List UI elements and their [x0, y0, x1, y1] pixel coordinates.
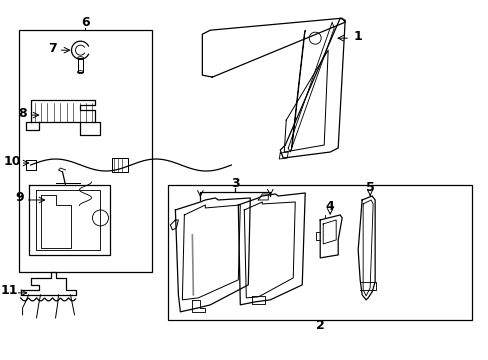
Bar: [112, 158, 128, 172]
Bar: [168, 185, 471, 320]
Text: 10: 10: [4, 154, 21, 167]
Text: 5: 5: [365, 181, 374, 194]
Bar: [25, 160, 36, 170]
Text: 9: 9: [15, 192, 24, 204]
Text: 1: 1: [353, 30, 362, 43]
Text: 7: 7: [48, 42, 57, 55]
Text: 8: 8: [18, 107, 27, 120]
Text: 2: 2: [315, 319, 324, 332]
Bar: [77, 58, 83, 72]
Text: 3: 3: [230, 177, 239, 190]
Text: 11: 11: [1, 284, 18, 297]
Text: 6: 6: [81, 16, 90, 29]
Bar: [19, 30, 152, 272]
Text: 4: 4: [325, 201, 334, 213]
